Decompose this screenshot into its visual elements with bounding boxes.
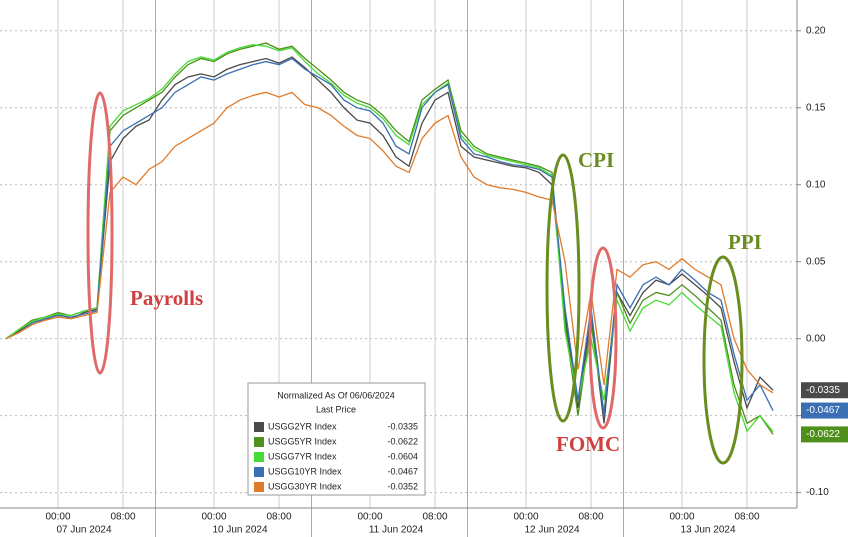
y-tick-label: 0.20 [806,25,826,36]
end-tag-label: -0.0467 [806,405,840,416]
legend-value: -0.0622 [387,436,418,446]
x-tick-label: 08:00 [734,512,759,523]
y-tick-label: 0.05 [806,256,826,267]
ellipse [588,246,618,430]
annotations: Payrolls CPI FOMC PPI [130,148,762,456]
legend-value: -0.0467 [387,466,418,476]
annotation: Payrolls [130,286,203,310]
series-line [5,42,774,435]
legend-label: USGG10YR Index [268,466,342,476]
series-line [5,91,774,394]
x-tick-label: 08:00 [422,512,447,523]
y-tick-label: 0.15 [806,102,826,113]
x-tick-label: 08:00 [110,512,135,523]
x-tick-label: 00:00 [669,512,694,523]
legend-value: -0.0335 [387,421,418,431]
end-tag-label: -0.0622 [806,429,840,440]
highlight-ellipses [86,91,744,465]
x-date-label: 10 Jun 2024 [212,525,267,536]
x-date-label: 13 Jun 2024 [680,525,735,536]
y-tick-label: -0.10 [806,487,829,498]
legend-value: -0.0352 [387,481,418,491]
legend-label: USGG30YR Index [268,481,342,491]
legend-value: -0.0604 [387,451,418,461]
series-line [5,57,774,416]
x-tick-label: 00:00 [513,512,538,523]
legend-swatch [254,452,264,462]
legend-swatch [254,482,264,492]
ellipse [86,91,114,375]
legend-subtitle: Last Price [316,404,356,414]
lines [5,42,774,435]
y-tick-label: 0.00 [806,333,826,344]
legend-label: USGG2YR Index [268,421,337,431]
legend-label: USGG7YR Index [268,451,337,461]
legend-title: Normalized As Of 06/06/2024 [277,390,395,400]
legend-swatch [254,437,264,447]
legend: Normalized As Of 06/06/2024 Last Price USG… [247,382,426,496]
x-tick-label: 08:00 [266,512,291,523]
end-tag [801,402,848,419]
legend-label: USGG5YR Index [268,436,337,446]
end-tag [801,426,848,443]
series-line [5,43,774,433]
ellipse [545,153,581,423]
x-tick-label: 08:00 [578,512,603,523]
x-date-label: 11 Jun 2024 [369,525,424,536]
ellipse [702,255,744,465]
end-tag-label: -0.0335 [806,385,840,396]
annotation: PPI [728,230,762,254]
x-tick-label: 00:00 [201,512,226,523]
x-tick-label: 00:00 [357,512,382,523]
legend-swatch [254,422,264,432]
annotation: FOMC [556,432,620,456]
legend-swatch [254,467,264,477]
x-date-label: 12 Jun 2024 [524,525,579,536]
series-line [5,56,774,424]
y-tick-label: 0.10 [806,179,826,190]
annotation: CPI [578,148,614,172]
x-date-label: 07 Jun 2024 [56,525,111,536]
end-tag [801,382,848,399]
x-tick-label: 00:00 [45,512,70,523]
legend-box [247,382,426,496]
